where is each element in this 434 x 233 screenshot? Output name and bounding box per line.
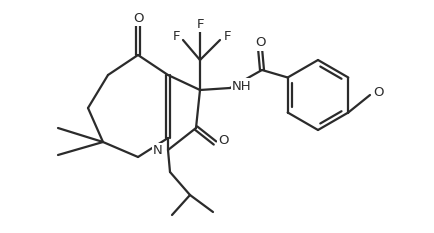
Text: N: N	[153, 144, 163, 158]
Text: O: O	[373, 86, 384, 99]
Text: NH: NH	[232, 79, 252, 93]
Text: F: F	[196, 17, 204, 31]
Text: F: F	[224, 30, 231, 42]
Text: O: O	[255, 37, 265, 49]
Text: F: F	[172, 30, 180, 42]
Text: O: O	[133, 11, 143, 24]
Text: O: O	[218, 134, 228, 147]
